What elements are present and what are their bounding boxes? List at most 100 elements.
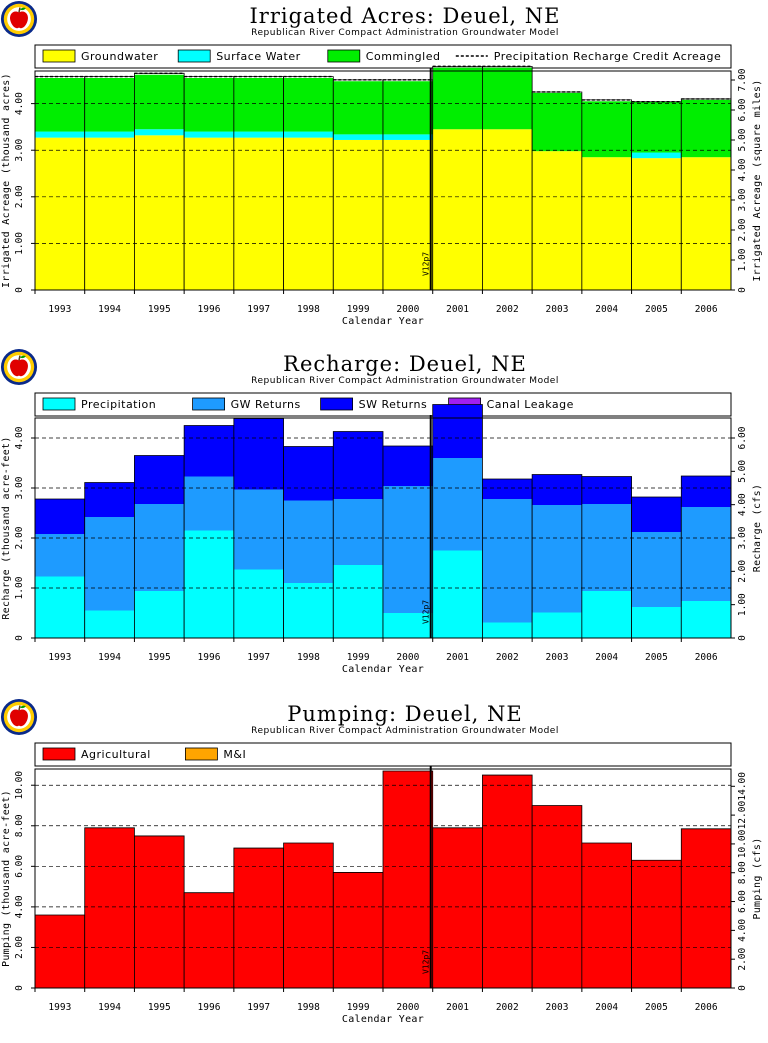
- y2-tick-label: 14.00: [737, 772, 748, 801]
- x-tick-label: 2002: [496, 304, 519, 315]
- bar-segment: [84, 131, 135, 138]
- bar-segment: [134, 135, 185, 290]
- x-tick-label: 2002: [496, 1002, 519, 1013]
- bar-segment: [283, 500, 334, 583]
- y2-tick-label: 4.00: [737, 919, 748, 942]
- bar-segment: [35, 77, 85, 132]
- y2-tick-label: 5.00: [737, 128, 748, 151]
- x-axis-label: Calendar Year: [342, 316, 424, 327]
- bar-segment: [532, 805, 582, 988]
- x-tick-label: 1997: [247, 1002, 270, 1013]
- y2-tick-label: 3.00: [737, 526, 748, 549]
- bar-segment: [681, 99, 731, 158]
- bar-segment: [333, 499, 383, 565]
- legend-entry: Canal Leakage: [487, 398, 574, 411]
- bar-segment: [134, 835, 185, 988]
- bar-segment: [184, 131, 234, 138]
- bar-segment: [432, 827, 483, 988]
- x-tick-label: 1994: [98, 1002, 121, 1013]
- legend-entry: Surface Water: [216, 50, 300, 63]
- bar-segment: [482, 129, 533, 290]
- irrigated-acres-panel: Irrigated Acres: Deuel, NE Republican Riv…: [0, 0, 768, 345]
- x-tick-label: 2000: [396, 1002, 419, 1013]
- x-axis-label: Calendar Year: [342, 664, 424, 675]
- x-tick-label: 1995: [148, 1002, 171, 1013]
- bar-segment: [233, 569, 284, 638]
- x-tick-label: 2005: [645, 652, 668, 663]
- y2-tick-label: 7.00: [737, 68, 748, 91]
- legend-entry: Commingled: [366, 50, 441, 63]
- x-tick-label: 1998: [297, 304, 320, 315]
- y-tick-label: 6.00: [14, 855, 25, 878]
- x-tick-label: 1999: [347, 652, 370, 663]
- y2-axis-label: Pumping (cfs): [752, 837, 763, 919]
- x-tick-label: 1995: [148, 304, 171, 315]
- chart-title: Irrigated Acres: Deuel, NE: [250, 4, 561, 28]
- apple-logo-icon: [0, 348, 38, 386]
- model-version-label: V12p7: [422, 252, 431, 276]
- legend-swatch: [327, 49, 361, 63]
- chart-subtitle: Republican River Compact Administration …: [251, 28, 559, 38]
- bar-segment: [184, 425, 234, 477]
- x-tick-label: 1997: [247, 304, 270, 315]
- bar-segment: [432, 550, 483, 638]
- x-tick-label: 1993: [48, 304, 71, 315]
- chart-title: Pumping: Deuel, NE: [287, 702, 522, 726]
- chart-subtitle: Republican River Compact Administration …: [251, 726, 559, 736]
- bar-segment: [184, 77, 234, 132]
- y-tick-label: 8.00: [14, 814, 25, 837]
- bar-segment: [333, 134, 383, 140]
- y-tick-label: 0: [14, 287, 25, 293]
- bar-segment: [283, 446, 334, 501]
- x-tick-label: 2006: [695, 1002, 718, 1013]
- x-tick-label: 2001: [446, 304, 469, 315]
- x-tick-label: 1998: [297, 652, 320, 663]
- x-tick-label: 1994: [98, 304, 121, 315]
- bar-segment: [681, 601, 731, 638]
- y-tick-label: 4.00: [14, 895, 25, 918]
- legend-entry: Agricultural: [81, 748, 151, 761]
- bar-segment: [184, 476, 234, 531]
- y2-tick-label: 2.00: [737, 947, 748, 970]
- bar-segment: [631, 532, 682, 607]
- bar-segment: [35, 499, 85, 534]
- legend-swatch: [192, 397, 226, 411]
- bar-segment: [134, 455, 185, 504]
- recharge-panel: Recharge: Deuel, NE Republican River Comp…: [0, 348, 768, 693]
- legend-entry: Precipitation Recharge Credit Acreage: [494, 50, 722, 63]
- bar-segment: [35, 915, 85, 988]
- bar-segment: [681, 507, 731, 601]
- y-tick-label: 0: [14, 635, 25, 641]
- bar-segment: [383, 613, 433, 638]
- y-tick-label: 1.00: [14, 232, 25, 255]
- y-tick-label: 2.00: [14, 936, 25, 959]
- bar-segment: [134, 504, 185, 591]
- x-tick-label: 2004: [595, 652, 618, 663]
- bar-segment: [631, 158, 682, 290]
- x-tick-label: 2005: [645, 1002, 668, 1013]
- x-tick-label: 2000: [396, 652, 419, 663]
- bar-segment: [233, 848, 284, 988]
- bar-segment: [383, 486, 433, 613]
- bar-segment: [532, 92, 582, 152]
- bar-segment: [681, 828, 731, 988]
- y2-axis-label: Irrigated Acreage (square miles): [752, 79, 763, 281]
- bar-segment: [233, 77, 284, 132]
- x-tick-label: 2001: [446, 652, 469, 663]
- bar-segment: [184, 137, 234, 290]
- bar-segment: [631, 497, 682, 532]
- bar-segment: [581, 591, 632, 638]
- y-tick-label: 4.00: [14, 92, 25, 115]
- bar-segment: [35, 137, 85, 290]
- bar-segment: [631, 607, 682, 638]
- bar-segment: [383, 446, 433, 486]
- bar-segment: [35, 576, 85, 638]
- bar-segment: [184, 892, 234, 988]
- x-tick-label: 1996: [198, 1002, 221, 1013]
- x-tick-label: 1999: [347, 304, 370, 315]
- bar-segment: [233, 137, 284, 290]
- legend-entry: M&I: [223, 748, 246, 761]
- apple-logo-icon: [0, 0, 38, 38]
